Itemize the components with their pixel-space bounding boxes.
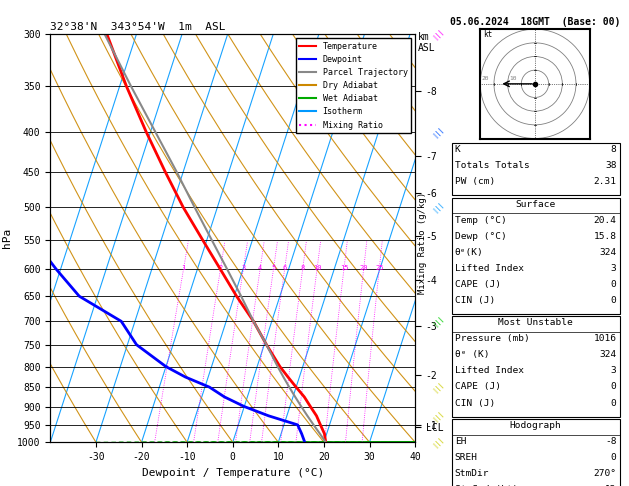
Text: 15.8: 15.8	[593, 232, 616, 241]
Text: 4: 4	[258, 265, 262, 272]
Text: |||: |||	[431, 435, 445, 449]
Legend: Temperature, Dewpoint, Parcel Trajectory, Dry Adiabat, Wet Adiabat, Isotherm, Mi: Temperature, Dewpoint, Parcel Trajectory…	[296, 38, 411, 133]
Text: EH: EH	[455, 437, 466, 446]
Text: 324: 324	[599, 248, 616, 257]
Text: CAPE (J): CAPE (J)	[455, 280, 501, 289]
Text: Lifted Index: Lifted Index	[455, 366, 524, 376]
Text: 15: 15	[340, 265, 348, 272]
Text: -8: -8	[605, 437, 616, 446]
Text: 32°38'N  343°54'W  1m  ASL: 32°38'N 343°54'W 1m ASL	[50, 22, 226, 32]
Text: θᵉ (K): θᵉ (K)	[455, 350, 489, 360]
Text: PW (cm): PW (cm)	[455, 177, 495, 187]
Text: 2.31: 2.31	[593, 177, 616, 187]
Text: |||: |||	[431, 124, 445, 139]
Text: |||: |||	[431, 409, 445, 423]
Text: Mixing Ratio (g/kg): Mixing Ratio (g/kg)	[418, 192, 427, 294]
Text: 20.4: 20.4	[593, 216, 616, 225]
Text: 1016: 1016	[593, 334, 616, 344]
Text: 2: 2	[218, 265, 223, 272]
Text: 05.06.2024  18GMT  (Base: 00): 05.06.2024 18GMT (Base: 00)	[450, 17, 620, 27]
Text: 0: 0	[611, 296, 616, 305]
Text: 20: 20	[359, 265, 368, 272]
Text: Totals Totals: Totals Totals	[455, 161, 530, 171]
Text: Lifted Index: Lifted Index	[455, 264, 524, 273]
Text: 25: 25	[375, 265, 384, 272]
Text: |||: |||	[431, 27, 445, 41]
Text: Hodograph: Hodograph	[509, 421, 562, 430]
Text: K: K	[455, 145, 460, 155]
Y-axis label: hPa: hPa	[1, 228, 11, 248]
Text: 3: 3	[611, 366, 616, 376]
Text: CIN (J): CIN (J)	[455, 399, 495, 408]
Text: 8: 8	[611, 145, 616, 155]
Text: 8: 8	[301, 265, 305, 272]
Text: StmSpd (kt): StmSpd (kt)	[455, 485, 518, 486]
Text: kt: kt	[483, 30, 493, 39]
Text: |||: |||	[431, 314, 445, 329]
Text: StmDir: StmDir	[455, 469, 489, 478]
Text: Most Unstable: Most Unstable	[498, 318, 573, 328]
Text: Temp (°C): Temp (°C)	[455, 216, 506, 225]
Text: θᵉ(K): θᵉ(K)	[455, 248, 484, 257]
Text: 270°: 270°	[593, 469, 616, 478]
Text: 20: 20	[482, 76, 489, 81]
Text: Surface: Surface	[516, 200, 555, 209]
Text: Dewp (°C): Dewp (°C)	[455, 232, 506, 241]
Text: 1: 1	[182, 265, 186, 272]
Text: 38: 38	[605, 161, 616, 171]
X-axis label: Dewpoint / Temperature (°C): Dewpoint / Temperature (°C)	[142, 468, 324, 478]
Text: 3: 3	[611, 264, 616, 273]
Text: Pressure (mb): Pressure (mb)	[455, 334, 530, 344]
Text: SREH: SREH	[455, 453, 478, 462]
Text: 3: 3	[242, 265, 245, 272]
Text: 0: 0	[611, 453, 616, 462]
Text: CIN (J): CIN (J)	[455, 296, 495, 305]
Text: 0: 0	[611, 280, 616, 289]
Text: |||: |||	[431, 200, 445, 214]
Text: |||: |||	[431, 380, 445, 394]
Text: 6: 6	[282, 265, 287, 272]
Text: 13: 13	[605, 485, 616, 486]
Text: 0: 0	[611, 399, 616, 408]
Text: CAPE (J): CAPE (J)	[455, 382, 501, 392]
Text: 10: 10	[509, 76, 516, 81]
Text: km
ASL: km ASL	[418, 32, 436, 53]
Text: 5: 5	[272, 265, 276, 272]
Text: 0: 0	[611, 382, 616, 392]
Text: 324: 324	[599, 350, 616, 360]
Text: 10: 10	[313, 265, 321, 272]
